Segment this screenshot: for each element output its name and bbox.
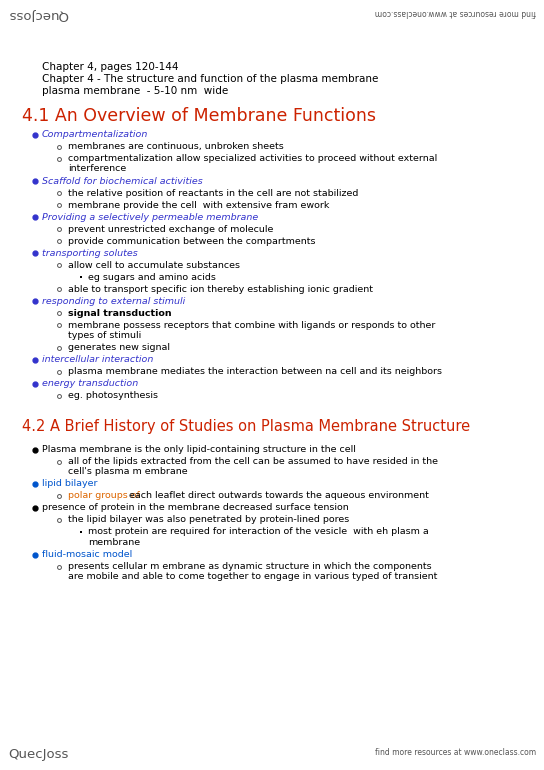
Text: Scaffold for biochemical activities: Scaffold for biochemical activities bbox=[42, 176, 203, 186]
Text: polar groups of: polar groups of bbox=[68, 491, 140, 500]
Text: signal transduction: signal transduction bbox=[68, 309, 171, 317]
Text: Chapter 4, pages 120-144: Chapter 4, pages 120-144 bbox=[42, 62, 178, 72]
Text: responding to external stimuli: responding to external stimuli bbox=[42, 296, 186, 306]
Text: membrane possess receptors that combine with ligands or responds to other
types : membrane possess receptors that combine … bbox=[68, 320, 435, 340]
Text: Plasma membrane is the only lipid-containing structure in the cell: Plasma membrane is the only lipid-contai… bbox=[42, 445, 356, 454]
Text: the lipid bilayer was also penetrated by protein-lined pores: the lipid bilayer was also penetrated by… bbox=[68, 515, 349, 524]
Text: plasma membrane  - 5-10 nm  wide: plasma membrane - 5-10 nm wide bbox=[42, 86, 228, 96]
Text: transporting solutes: transporting solutes bbox=[42, 249, 138, 257]
Text: Chapter 4 - The structure and function of the plasma membrane: Chapter 4 - The structure and function o… bbox=[42, 74, 379, 84]
Text: 4.2 A Brief History of Studies on Plasma Membrane Structure: 4.2 A Brief History of Studies on Plasma… bbox=[22, 419, 470, 434]
Text: energy transduction: energy transduction bbox=[42, 379, 138, 388]
Text: compartmentalization allow specialized activities to proceed without external
in: compartmentalization allow specialized a… bbox=[68, 154, 437, 173]
Text: 4.1 An Overview of Membrane Functions: 4.1 An Overview of Membrane Functions bbox=[22, 107, 376, 125]
Text: presents cellular m embrane as dynamic structure in which the components
are mob: presents cellular m embrane as dynamic s… bbox=[68, 562, 437, 581]
Text: intercellular interaction: intercellular interaction bbox=[42, 355, 153, 364]
Text: the relative position of reactants in the cell are not stabilized: the relative position of reactants in th… bbox=[68, 189, 358, 197]
Text: find more resources at www.oneclass.com: find more resources at www.oneclass.com bbox=[375, 8, 536, 17]
Text: fluid-mosaic model: fluid-mosaic model bbox=[42, 550, 132, 559]
Text: lipid bilayer: lipid bilayer bbox=[42, 480, 97, 488]
Text: QuecJoss: QuecJoss bbox=[8, 8, 69, 21]
Text: allow cell to accumulate substances: allow cell to accumulate substances bbox=[68, 260, 240, 269]
Text: all of the lipids extracted from the cell can be assumed to have resided in the
: all of the lipids extracted from the cel… bbox=[68, 457, 438, 477]
Text: find more resources at www.oneclass.com: find more resources at www.oneclass.com bbox=[375, 748, 536, 757]
Bar bbox=[80, 531, 82, 534]
Text: QuecJoss: QuecJoss bbox=[8, 748, 69, 761]
Text: prevent unrestricted exchange of molecule: prevent unrestricted exchange of molecul… bbox=[68, 225, 274, 233]
Bar bbox=[80, 276, 82, 278]
Text: presence of protein in the membrane decreased surface tension: presence of protein in the membrane decr… bbox=[42, 504, 349, 513]
Text: plasma membrane mediates the interaction between na cell and its neighbors: plasma membrane mediates the interaction… bbox=[68, 367, 442, 376]
Text: membranes are continuous, unbroken sheets: membranes are continuous, unbroken sheet… bbox=[68, 142, 284, 151]
Text: generates new signal: generates new signal bbox=[68, 343, 170, 352]
Text: eg sugars and amino acids: eg sugars and amino acids bbox=[88, 273, 216, 282]
Text: membrane provide the cell  with extensive fram ework: membrane provide the cell with extensive… bbox=[68, 200, 329, 209]
Text: each leaflet direct outwards towards the aqueous environment: each leaflet direct outwards towards the… bbox=[129, 491, 429, 500]
Text: most protein are required for interaction of the vesicle  with eh plasm a
membra: most protein are required for interactio… bbox=[88, 527, 429, 547]
Text: able to transport specific ion thereby establishing ionic gradient: able to transport specific ion thereby e… bbox=[68, 284, 373, 293]
Text: Providing a selectively permeable membrane: Providing a selectively permeable membra… bbox=[42, 213, 258, 222]
Text: Compartmentalization: Compartmentalization bbox=[42, 130, 149, 139]
Text: eg. photosynthesis: eg. photosynthesis bbox=[68, 391, 158, 400]
Text: provide communication between the compartments: provide communication between the compar… bbox=[68, 236, 316, 246]
